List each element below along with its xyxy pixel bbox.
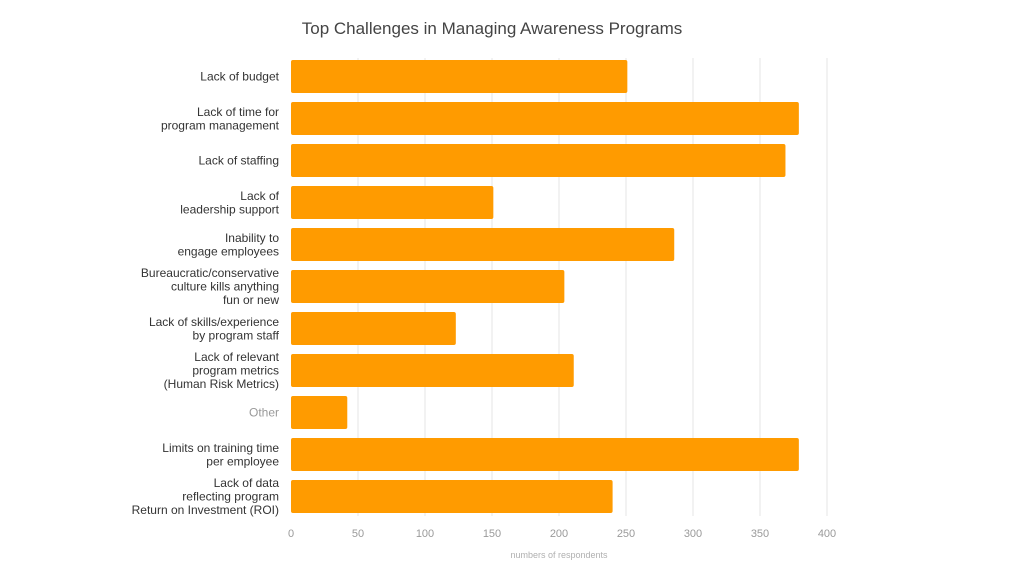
- x-tick-label: 150: [483, 528, 501, 540]
- category-label: Other: [249, 406, 279, 420]
- x-tick-label: 100: [416, 528, 434, 540]
- x-tick-label: 50: [352, 528, 364, 540]
- category-label: Lack of staffing: [199, 154, 280, 168]
- category-label: Lack of budget: [200, 70, 279, 84]
- x-axis-ticks: 0 50 100 150 200 250 300 350 400: [288, 528, 836, 540]
- bar: [291, 186, 494, 219]
- x-tick-label: 300: [684, 528, 702, 540]
- bar: [291, 396, 348, 429]
- x-tick-label: 200: [550, 528, 568, 540]
- category-label: Lack of time for program management: [161, 105, 280, 133]
- chart-title: Top Challenges in Managing Awareness Pro…: [302, 19, 683, 38]
- bar: [291, 480, 613, 513]
- x-tick-label: 250: [617, 528, 635, 540]
- bar: [291, 354, 574, 387]
- bar: [291, 60, 628, 93]
- category-label: Lack of data reflecting program Return on …: [132, 476, 280, 517]
- category-label: Limits on training time per employee: [162, 441, 279, 469]
- category-labels: Lack of budget Lack of time for program ma…: [132, 70, 280, 518]
- bar: [291, 438, 799, 471]
- bars: [291, 60, 799, 513]
- bar: [291, 228, 675, 261]
- category-label: Bureaucratic/conservative culture kills a…: [141, 266, 279, 307]
- x-axis-label: numbers of respondents: [510, 550, 608, 560]
- category-label: Lack of relevant program metrics (Human Ri…: [164, 350, 280, 391]
- bar: [291, 312, 456, 345]
- category-label: Inability to engage employees: [178, 231, 280, 259]
- category-label: Lack of leadership support: [180, 189, 279, 217]
- bar: [291, 144, 786, 177]
- category-label: Lack of skills/experience by program staf…: [149, 315, 280, 343]
- x-tick-label: 350: [751, 528, 769, 540]
- bar: [291, 102, 799, 135]
- x-tick-label: 0: [288, 528, 294, 540]
- x-tick-label: 400: [818, 528, 836, 540]
- bar: [291, 270, 565, 303]
